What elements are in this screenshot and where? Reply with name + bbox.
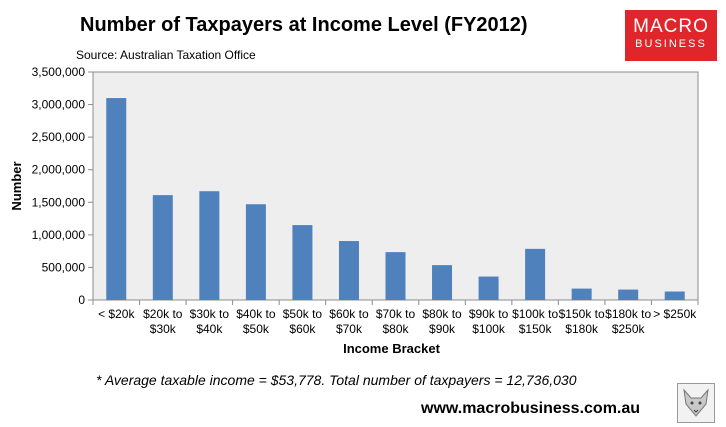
logo-line-1: MACRO [633,16,709,37]
bar [525,248,546,300]
x-tick-label: $100k to $150k [512,307,558,336]
y-tick-label: 0 [78,293,85,307]
x-axis-tick-labels: < $20k $20k to $30k$30k to $40k$40k to $50k$… [92,300,699,336]
bar [245,204,266,300]
chart-title: Number of Taxpayers at Income Level (FY2… [80,14,528,36]
bar [338,241,359,300]
fox-mascot-icon [677,383,715,423]
bar [385,252,406,300]
bar [432,265,453,300]
y-tick-label: 2,000,000 [32,163,86,177]
footnote: * Average taxable income = $53,778. Tota… [96,372,577,388]
y-tick-label: 3,500,000 [32,65,86,79]
x-tick-label: $90k to $100k [469,307,509,336]
bar [571,288,592,300]
x-tick-label: $70k to $80k [376,307,416,336]
y-axis-ticks: 0 500,000 1,000,000 1,500,000 2,000,000 2,500… [32,65,93,307]
y-tick-label: 500,000 [42,260,86,274]
x-tick-label: $60k to $70k [329,307,369,336]
website-url: www.macrobusiness.com.au [421,400,641,417]
bar [478,276,499,300]
x-tick-label: $30k to $40k [190,307,230,336]
bar [106,98,127,300]
x-tick-label: > $250k [653,307,697,321]
bar [292,225,313,300]
y-tick-label: 2,500,000 [32,130,86,144]
y-tick-label: 1,000,000 [32,228,86,242]
x-tick-label: $80k to $90k [422,307,462,336]
bar [199,191,220,300]
x-tick-label: $20k to $30k [143,307,183,336]
x-tick-label: $180k to $250k [605,307,651,336]
bars [106,98,685,300]
y-tick-label: 1,500,000 [32,195,86,209]
x-axis-label: Income Bracket [343,341,440,356]
logo-line-2: BUSINESS [635,38,707,50]
bar [664,291,685,300]
x-tick-label: < $20k [98,307,135,321]
macrobusiness-logo: MACRO BUSINESS [625,10,717,61]
bar [618,289,639,300]
y-tick-label: 3,000,000 [32,98,86,112]
x-tick-label: $150k to $180k [559,307,605,336]
x-tick-label: $40k to $50k [236,307,276,336]
x-tick-label: $50k to $60k [283,307,323,336]
y-axis-label: Number [9,161,24,210]
chart-subtitle: Source: Australian Taxation Office [76,48,256,62]
bar [152,195,173,300]
